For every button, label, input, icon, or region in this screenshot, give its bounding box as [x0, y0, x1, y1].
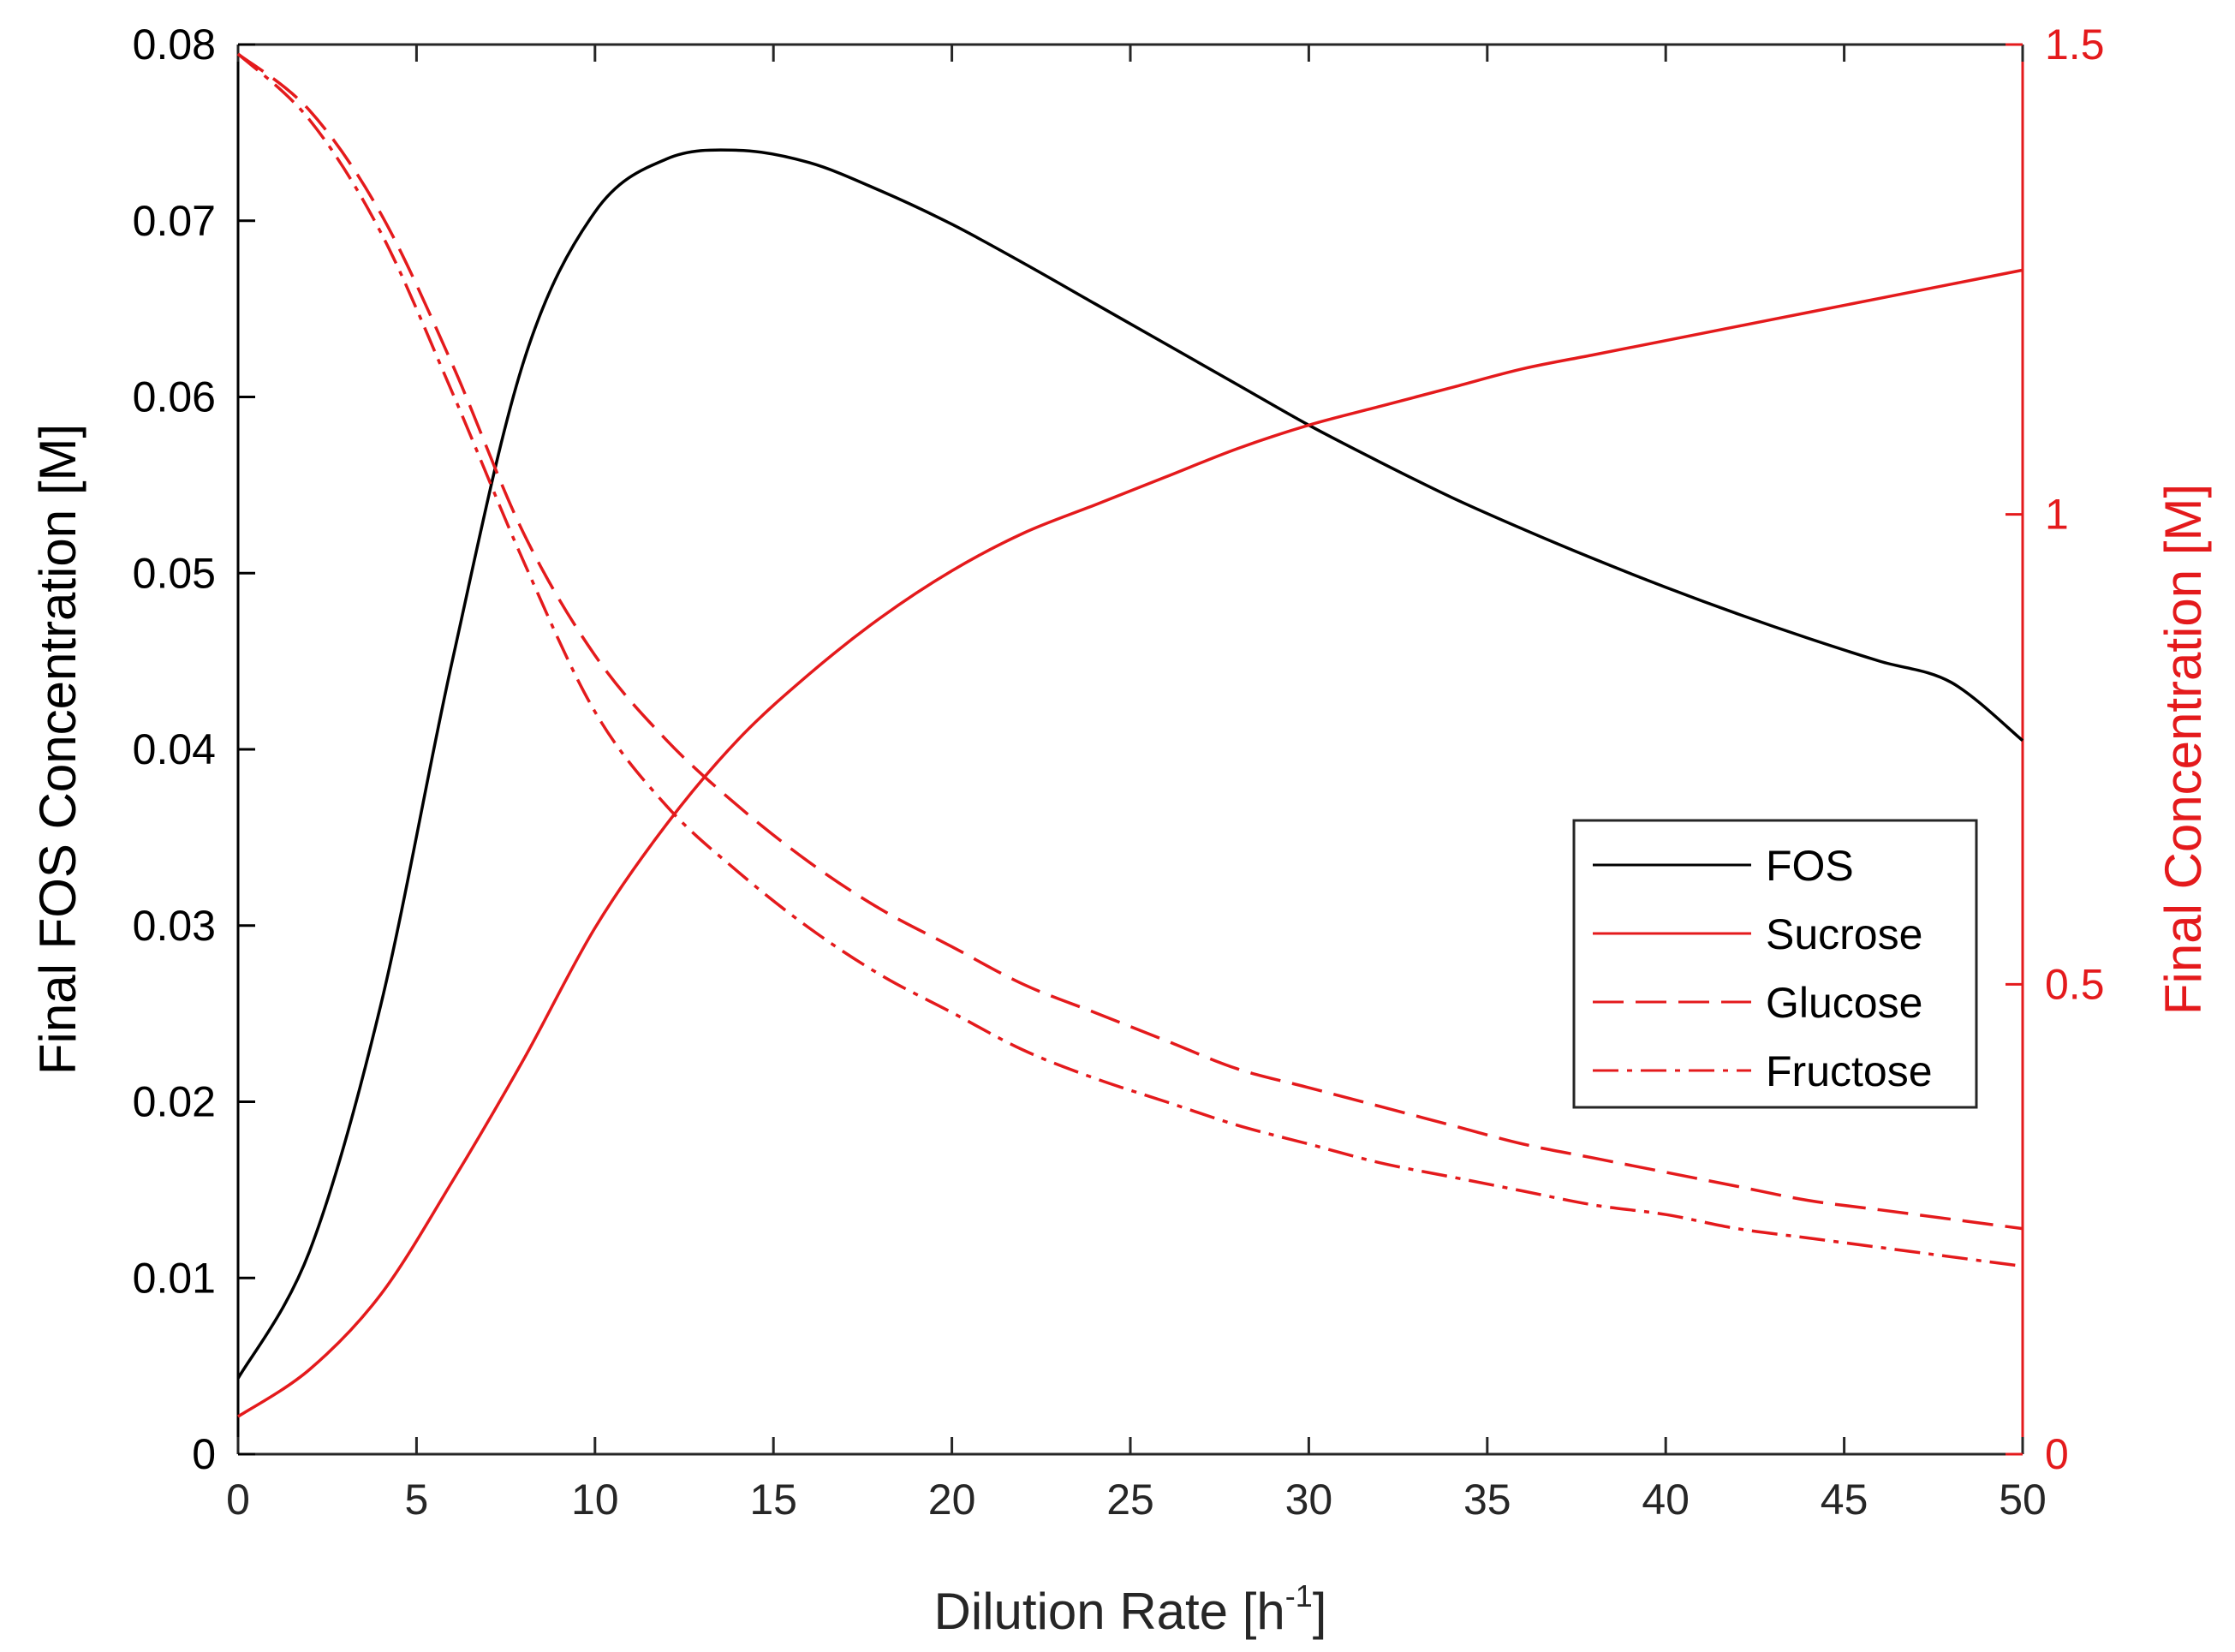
legend-label-fructose: Fructose [1766, 1047, 1933, 1095]
legend: FOS Sucrose Glucose Fructose [1572, 819, 1978, 1109]
legend-label-fos: FOS [1766, 842, 1854, 890]
x-tick-label: 45 [1821, 1476, 1868, 1524]
left-y-tick-label: 0.08 [133, 21, 216, 69]
series-line-fos [236, 148, 2024, 1380]
legend-box [1572, 819, 1978, 1109]
right-y-tick-label: 0 [2045, 1430, 2069, 1478]
left-y-tick-label: 0.04 [133, 725, 216, 773]
x-axis-ticks: 0 5 10 15 20 25 30 35 40 45 50 [226, 45, 2047, 1524]
right-y-tick-label: 1.5 [2045, 21, 2105, 69]
x-tick-label: 50 [1999, 1476, 2047, 1524]
series-line-fructose [236, 52, 2023, 1268]
left-y-tick-label: 0 [192, 1430, 216, 1478]
right-y-axis-label: Final Concentration [M] [2155, 484, 2212, 1015]
left-y-tick-label: 0.07 [133, 197, 216, 245]
x-tick-label: 10 [571, 1476, 619, 1524]
x-tick-label: 40 [1642, 1476, 1690, 1524]
left-y-tick-label: 0.02 [133, 1078, 216, 1126]
x-tick-label: 30 [1285, 1476, 1333, 1524]
x-axis-label: Dilution Rate [h-1] [934, 1578, 1327, 1640]
right-y-axis-ticks: 0 0.5 1 1.5 [2006, 21, 2105, 1478]
left-y-axis-label: Final FOS Concentration [M] [29, 424, 86, 1075]
x-tick-label: 0 [226, 1476, 250, 1524]
left-y-tick-label: 0.05 [133, 549, 216, 597]
x-tick-label: 20 [928, 1476, 976, 1524]
legend-label-glucose: Glucose [1766, 979, 1922, 1027]
x-tick-label: 35 [1463, 1476, 1511, 1524]
left-y-tick-label: 0.01 [133, 1254, 216, 1302]
series-lines [236, 52, 2024, 1418]
x-tick-label: 5 [404, 1476, 428, 1524]
right-y-tick-label: 0.5 [2045, 960, 2105, 1008]
x-tick-label: 25 [1106, 1476, 1154, 1524]
x-tick-label: 15 [749, 1476, 797, 1524]
series-line-sucrose [237, 268, 2023, 1418]
left-y-tick-label: 0.03 [133, 902, 216, 950]
series-line-glucose [236, 52, 2023, 1231]
legend-label-sucrose: Sucrose [1766, 910, 1922, 958]
right-y-tick-label: 1 [2045, 491, 2069, 539]
left-y-tick-label: 0.06 [133, 373, 216, 421]
left-y-axis-ticks: 0 0.01 0.02 0.03 0.04 0.05 0.06 0.07 0.08 [133, 21, 255, 1478]
